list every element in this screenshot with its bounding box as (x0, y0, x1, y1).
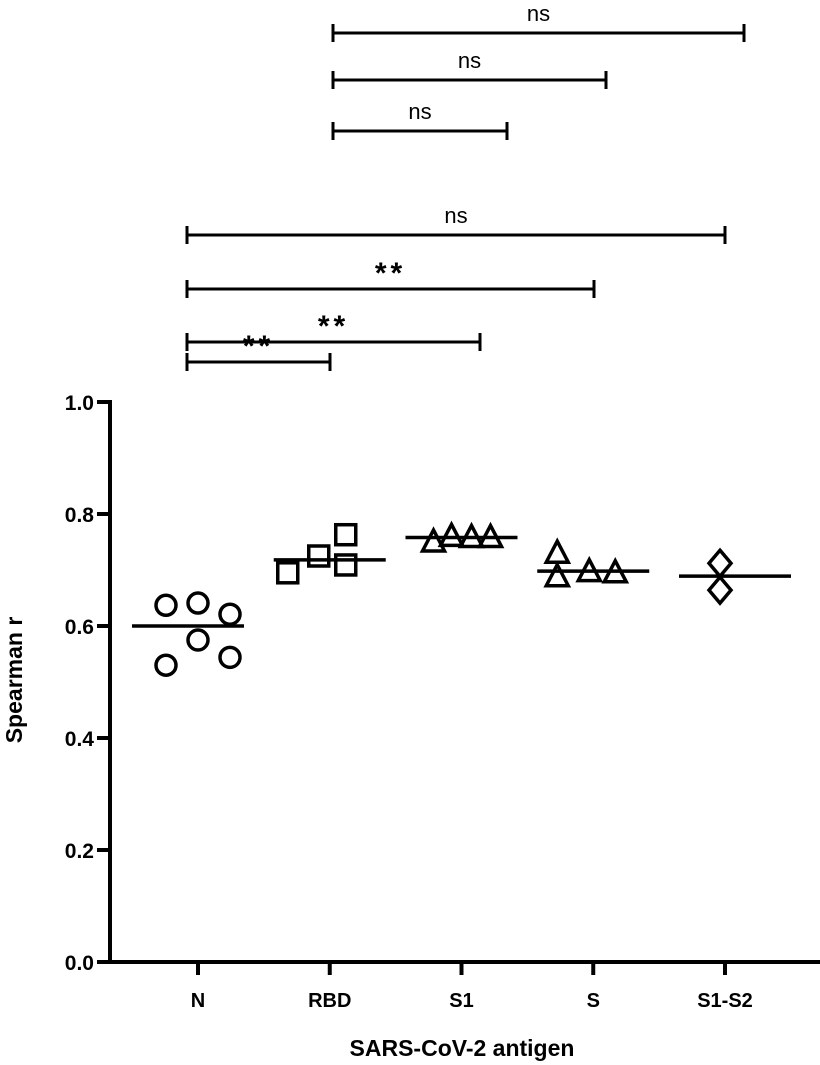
data-point-triangle (419, 526, 448, 553)
significance-label: ns (458, 48, 481, 73)
series-rbd (273, 522, 386, 585)
data-point-triangle (543, 537, 572, 564)
comparison-bracket: ** (185, 330, 332, 371)
x-tick-label: S (587, 990, 600, 1012)
data-point-circle (186, 591, 210, 615)
data-point-triangle (543, 560, 572, 588)
data-point-triangle (476, 521, 505, 549)
data-point-triangle (601, 557, 630, 584)
significance-label: ** (375, 257, 406, 290)
data-point-triangle (457, 521, 486, 549)
data-point-circle (218, 645, 242, 670)
significance-label: ns (527, 1, 550, 26)
y-tick-label: 0.2 (65, 840, 94, 863)
series-s (537, 537, 650, 588)
significance-label: ** (243, 330, 274, 363)
comparison-bracket: ns (331, 99, 509, 140)
y-tick-label: 0.6 (65, 616, 94, 639)
data-point-triangle (437, 520, 466, 548)
data-point-square (307, 544, 331, 568)
series-s1-s2 (679, 547, 791, 606)
comparison-bracket: ns (185, 203, 727, 244)
significance-label: ** (318, 310, 349, 343)
y-tick-label: 0.4 (65, 728, 95, 751)
x-tick-label: RBD (308, 990, 351, 1012)
data-point-circle (218, 602, 242, 626)
data-point-diamond (706, 574, 734, 606)
data-point-diamond (706, 547, 734, 579)
x-tick-label: S1-S2 (697, 990, 753, 1012)
significance-label: ns (444, 203, 467, 228)
data-point-square (276, 561, 300, 585)
data-point-triangle (575, 555, 604, 583)
y-tick-label: 1.0 (65, 392, 94, 415)
x-axis-label: SARS-CoV-2 antigen (350, 1035, 575, 1061)
data-point-circle (186, 628, 210, 652)
comparison-bracket: ** (185, 310, 482, 351)
x-tick-label: N (191, 990, 205, 1012)
y-axis-label: Spearman r (1, 617, 27, 744)
data-point-circle (154, 593, 178, 618)
axes: 0.0 0.2 0.4 0.6 0.8 1.0 N RBD S1 S S1-S2 (65, 392, 820, 1012)
comparison-bracket: ns (331, 48, 608, 89)
series-n (132, 591, 244, 677)
significance-brackets: ** ** ** ns ns ns ns (185, 1, 746, 371)
comparison-bracket: ns (331, 1, 746, 42)
x-tick-label: S1 (449, 990, 473, 1012)
data-point-square (334, 522, 358, 547)
data-marks (132, 520, 791, 677)
series-s1 (405, 520, 518, 553)
comparison-bracket: ** (185, 257, 596, 298)
data-point-square (334, 553, 358, 577)
y-tick-label: 0.8 (65, 504, 95, 527)
significance-label: ns (408, 99, 431, 124)
y-tick-label: 0.0 (65, 952, 94, 975)
data-point-circle (154, 653, 178, 677)
